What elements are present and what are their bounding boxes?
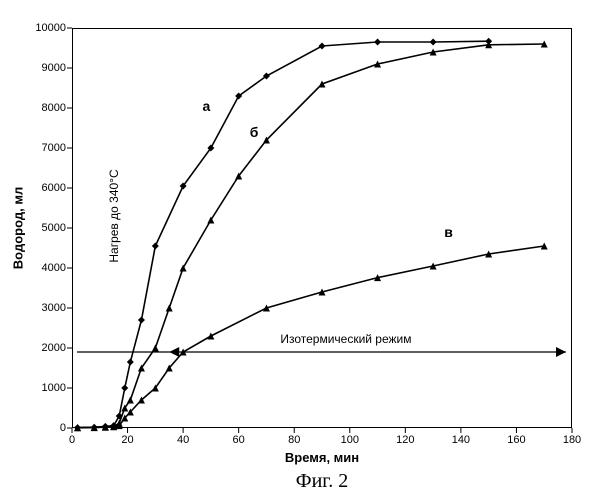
y-tick-label: 8000 [28, 102, 66, 114]
y-tick-label: 10000 [28, 22, 66, 34]
series-б-line [78, 44, 545, 428]
triangle-marker [152, 345, 159, 352]
x-tick-label: 20 [121, 434, 133, 446]
series-label-б: б [250, 124, 259, 140]
diamond-marker [152, 243, 159, 250]
heating-annotation: Нагрев до 340°C [107, 169, 121, 262]
x-tick-label: 60 [233, 434, 245, 446]
x-tick-label: 0 [69, 434, 75, 446]
y-tick-label: 9000 [28, 62, 66, 74]
diamond-marker [121, 385, 128, 392]
x-tick-label: 80 [288, 434, 300, 446]
y-tick-label: 2000 [28, 342, 66, 354]
x-axis-title: Время, мин [285, 450, 359, 465]
triangle-marker [207, 333, 214, 340]
triangle-marker [319, 81, 326, 88]
triangle-marker [166, 305, 173, 312]
isothermal-annotation: Изотермический режим [280, 332, 411, 346]
x-tick-label: 100 [341, 434, 359, 446]
triangle-marker [180, 265, 187, 272]
diamond-marker [319, 43, 326, 50]
chart-svg [0, 0, 615, 500]
y-tick-label: 3000 [28, 302, 66, 314]
y-tick-label: 1000 [28, 382, 66, 394]
figure-caption: Фиг. 2 [296, 470, 348, 493]
diamond-marker [127, 359, 134, 366]
y-axis-title: Водород, мл [11, 187, 26, 269]
x-tick-label: 40 [177, 434, 189, 446]
y-tick-label: 7000 [28, 142, 66, 154]
y-tick-label: 0 [28, 422, 66, 434]
x-tick-label: 180 [563, 434, 581, 446]
y-tick-label: 5000 [28, 222, 66, 234]
x-tick-label: 140 [452, 434, 470, 446]
triangle-marker [127, 397, 134, 404]
diamond-marker [430, 39, 437, 46]
figure-page: Время, мин Водород, мл Изотермический ре… [0, 0, 615, 500]
x-tick-label: 120 [396, 434, 414, 446]
diamond-marker [138, 317, 145, 324]
series-label-а: а [203, 98, 211, 114]
y-tick-label: 6000 [28, 182, 66, 194]
diamond-marker [374, 39, 381, 46]
series-label-в: в [444, 224, 453, 240]
y-tick-label: 4000 [28, 262, 66, 274]
x-tick-label: 160 [507, 434, 525, 446]
